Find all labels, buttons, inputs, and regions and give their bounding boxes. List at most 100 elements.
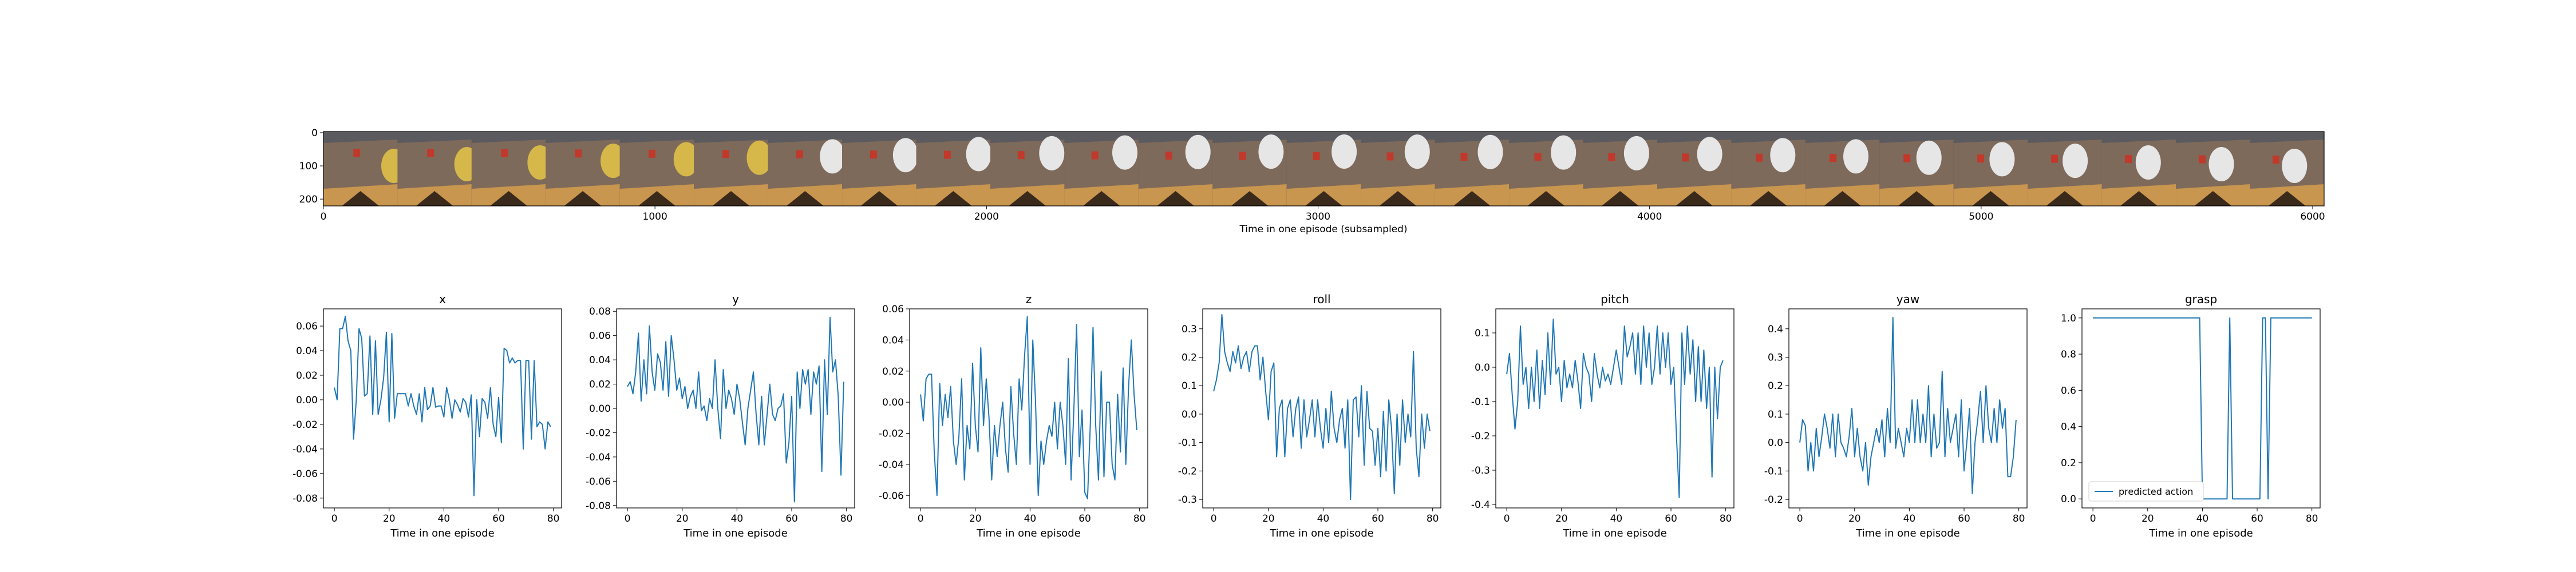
y-tick-label: -0.06: [293, 468, 318, 480]
frame-cube: [649, 149, 656, 158]
strip-y-tick-label: 200: [299, 194, 318, 205]
y-tick-label: -0.3: [1178, 494, 1197, 506]
x-tick-label: 80: [1720, 513, 1732, 525]
frame-gripper: [1623, 136, 1649, 170]
frame-cube: [722, 150, 729, 158]
x-axis-label: Time in one episode: [390, 527, 495, 539]
axes-frame: [909, 308, 1148, 509]
x-tick-label: 20: [2142, 513, 2154, 525]
frame-table-leg: [1157, 191, 1194, 206]
subplot-roll: roll 0 20 40 60 80 -0.3 -0.2 -0.1 0.0 0.1 0.2 0.3 Tim…: [1178, 292, 1441, 539]
frame-cube: [1903, 154, 1911, 162]
frame-table-leg: [2120, 191, 2158, 206]
strip-frame: [990, 132, 1065, 206]
frame-table-leg: [1676, 191, 1713, 206]
y-tick-label: 0.1: [1768, 409, 1783, 420]
frame-gripper: [600, 144, 626, 178]
y-tick-label: -0.04: [879, 459, 904, 471]
y-tick-label: 0.3: [1768, 352, 1783, 364]
x-tick-label: 60: [2251, 513, 2263, 525]
x-tick-label: 20: [1555, 513, 1568, 525]
x-tick-label: 60: [1078, 513, 1091, 525]
x-tick-label: 80: [840, 513, 853, 525]
frame-gripper: [746, 140, 772, 175]
y-tick-label: -0.02: [586, 427, 611, 439]
frame-gripper: [1697, 137, 1722, 172]
strip-frame: [471, 132, 553, 206]
y-tick-label: -0.4: [1471, 499, 1490, 511]
subplot-x: x 0 20 40 60 80 -0.08 -0.06 -0.04 -0.02 0.00 0.02 0.…: [293, 292, 562, 539]
frame-gripper: [1989, 142, 2015, 177]
frame-table-leg: [934, 191, 972, 206]
strip-frame: [546, 132, 626, 206]
x-axis-label: Time in one episode: [1562, 527, 1667, 539]
x-tick-label: 0: [1797, 513, 1803, 525]
x-tick-label: 0: [1211, 513, 1217, 525]
x-tick-label: 80: [2013, 513, 2025, 525]
series-line: [920, 316, 1137, 499]
x-tick-label: 60: [1372, 513, 1384, 525]
frame-cube: [353, 149, 361, 157]
x-tick-label: 80: [547, 513, 560, 525]
frame-cube: [2124, 155, 2132, 164]
frame-cube: [2198, 155, 2206, 164]
y-tick-label: 0.04: [882, 335, 904, 346]
x-tick-label: 60: [785, 513, 798, 525]
subplot-title: pitch: [1601, 292, 1629, 306]
axes-frame: [323, 308, 562, 509]
frame-table-leg: [2268, 191, 2306, 206]
y-tick-label: -0.04: [586, 452, 611, 463]
frame-cube: [796, 150, 803, 158]
frame-cube: [1460, 152, 1468, 161]
frame-table-leg: [1749, 191, 1787, 206]
strip-frame: [768, 132, 846, 206]
frame-cube: [1534, 153, 1542, 161]
axes-frame: [2081, 308, 2321, 509]
frame-table-top: [546, 140, 620, 189]
series-line: [1506, 319, 1724, 498]
y-tick-label: 0.0: [1475, 362, 1490, 374]
strip-x-tick-label: 2000: [974, 211, 999, 223]
strip-frame: [694, 132, 772, 206]
y-tick-label: 0.06: [589, 331, 611, 342]
y-tick-label: 0.4: [2061, 422, 2076, 433]
x-tick-label: 20: [969, 513, 982, 525]
frame-gripper: [1404, 134, 1430, 169]
frame-gripper: [820, 139, 846, 174]
x-tick-label: 80: [1427, 513, 1439, 525]
frame-table-leg: [1527, 191, 1565, 206]
subplot-title: grasp: [2185, 292, 2217, 306]
y-tick-label: 0.00: [296, 395, 318, 406]
series-line: [2093, 317, 2312, 500]
x-tick-label: 40: [1610, 513, 1623, 525]
strip-x-tick-label: 4000: [1637, 211, 1662, 223]
frame-gripper: [1112, 135, 1137, 170]
strip-x-tick-label: 1000: [643, 211, 667, 223]
frame-gripper: [1916, 140, 1942, 175]
y-tick-label: 0.1: [1182, 380, 1197, 392]
y-tick-label: 0.02: [296, 370, 318, 382]
strip-frame: [1583, 132, 1658, 206]
frame-gripper: [2135, 145, 2161, 180]
y-tick-label: -0.04: [293, 444, 318, 455]
y-tick-label: 0.02: [882, 366, 904, 378]
frame-table-leg: [1379, 191, 1417, 206]
frame-table-top: [397, 140, 472, 189]
y-tick-label: -0.1: [1178, 438, 1197, 449]
strip-frame: [1286, 132, 1361, 206]
y-tick-label: 0.04: [296, 345, 318, 357]
strip-frame: [2176, 132, 2251, 206]
x-tick-label: 20: [676, 513, 689, 525]
y-tick-label: 0.4: [1768, 324, 1783, 335]
y-tick-label: 0.1: [1475, 328, 1490, 339]
strip-y-tick-label: 100: [299, 161, 318, 172]
legend-box: [2088, 481, 2204, 502]
strip-x-tick-label: 0: [321, 211, 327, 223]
legend: predicted action: [2088, 481, 2204, 502]
frame-cube: [1313, 152, 1320, 160]
x-tick-label: 0: [918, 513, 924, 525]
frame-table-leg: [342, 191, 380, 206]
frame-gripper: [2208, 146, 2234, 181]
x-tick-label: 0: [331, 513, 338, 525]
x-tick-label: 0: [2090, 513, 2096, 525]
